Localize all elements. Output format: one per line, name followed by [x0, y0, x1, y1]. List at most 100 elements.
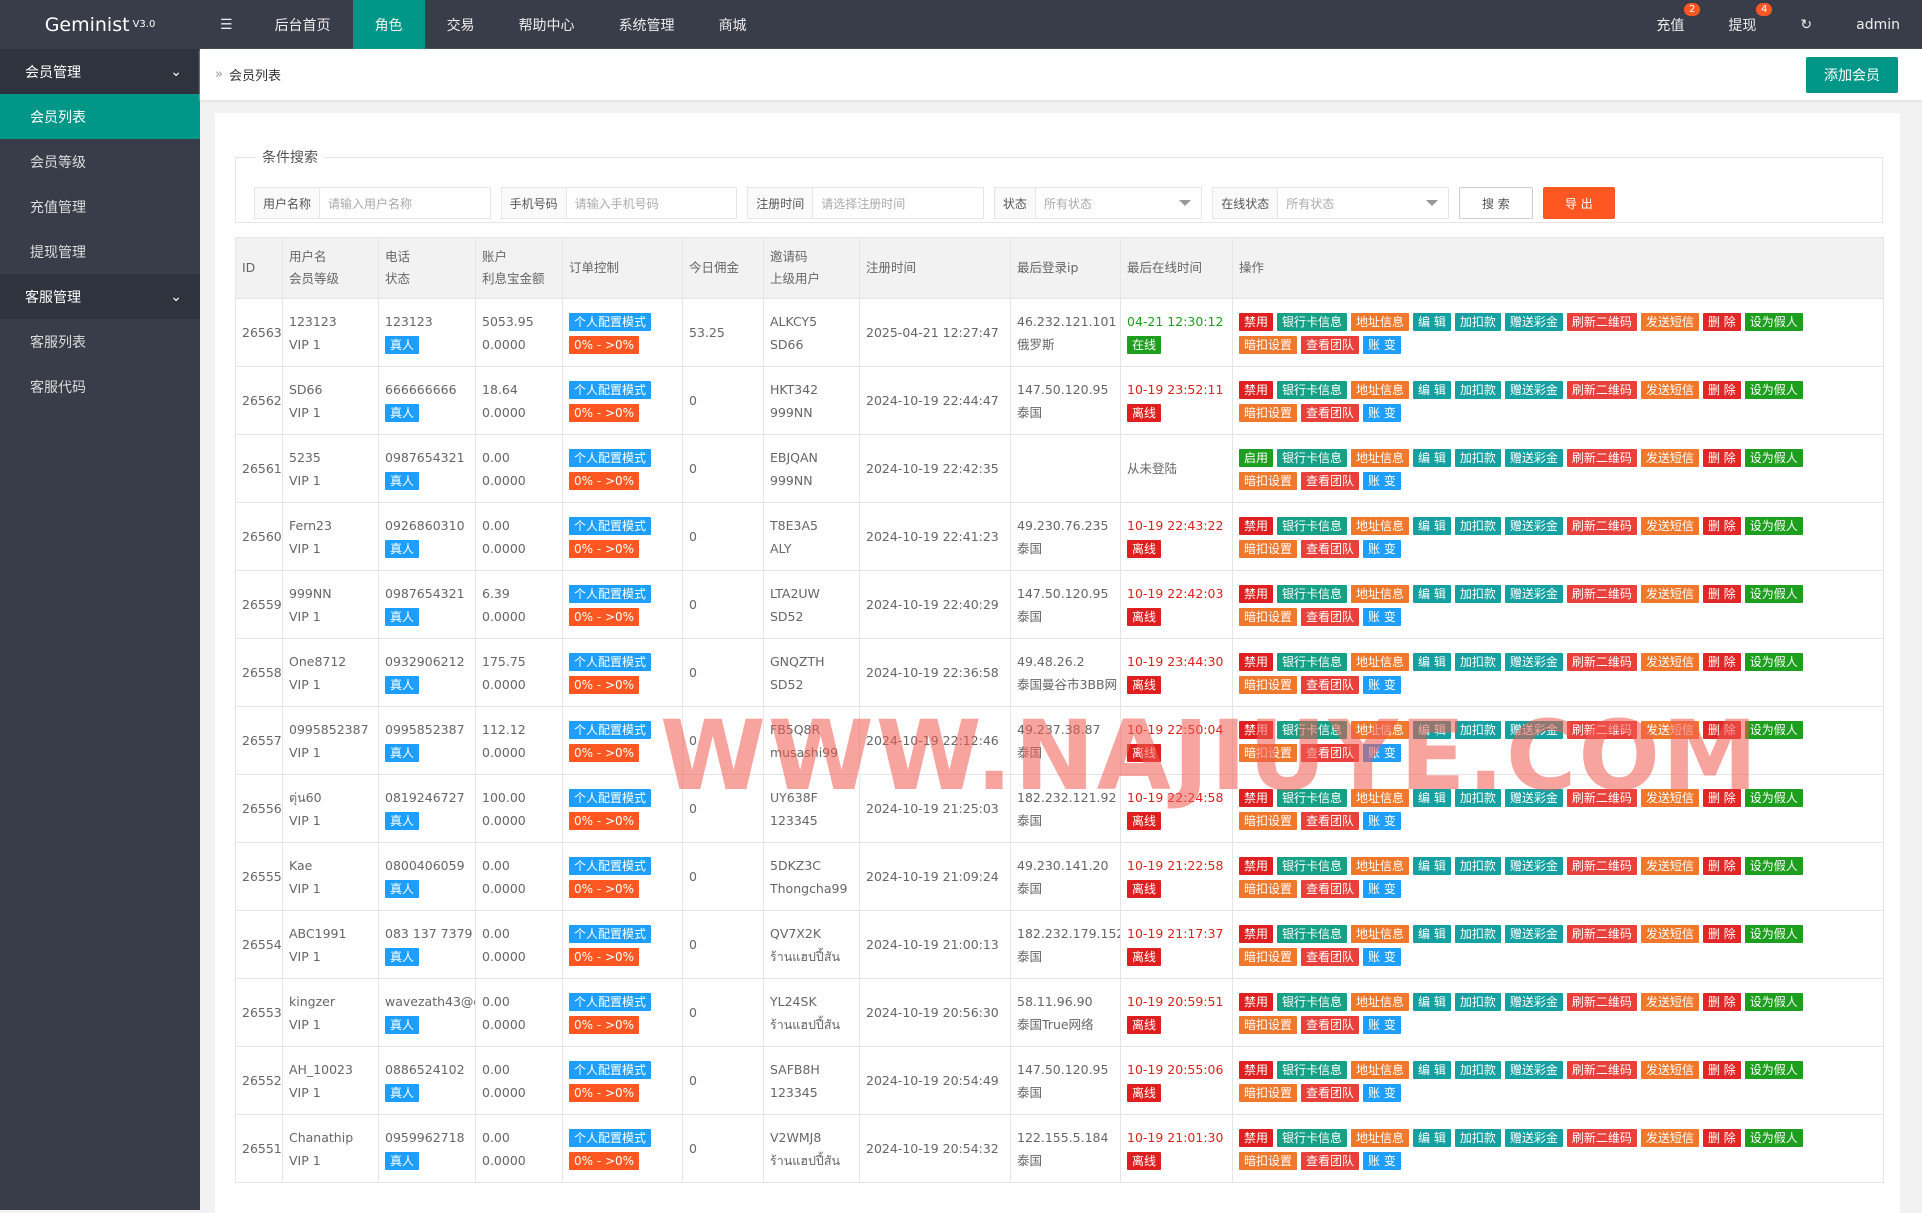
action-button[interactable]: 刷新二维码	[1566, 856, 1637, 875]
action-button[interactable]: 银行卡信息	[1277, 516, 1348, 535]
range-badge[interactable]: 0% - >0%	[569, 879, 640, 898]
field-input[interactable]: 请输入手机号码	[574, 196, 659, 211]
action-button[interactable]: 银行卡信息	[1277, 1060, 1348, 1079]
action-button[interactable]: 赠送彩金	[1504, 584, 1563, 603]
search-button[interactable]: 搜 索	[1458, 187, 1533, 219]
range-badge[interactable]: 0% - >0%	[569, 403, 640, 422]
action-button[interactable]: 加扣款	[1454, 448, 1501, 467]
mode-badge[interactable]: 个人配置模式	[569, 380, 652, 399]
field-input[interactable]: 所有状态	[1278, 188, 1448, 218]
action-button[interactable]: 账 变	[1363, 1083, 1401, 1102]
toggle-button[interactable]: 禁用	[1239, 652, 1274, 671]
range-badge[interactable]: 0% - >0%	[569, 811, 640, 830]
action-button[interactable]: 发送短信	[1640, 720, 1699, 739]
action-button[interactable]: 暗扣设置	[1239, 1083, 1298, 1102]
action-button[interactable]: 暗扣设置	[1239, 879, 1298, 898]
mode-badge[interactable]: 个人配置模式	[569, 856, 652, 875]
action-button[interactable]: 暗扣设置	[1239, 947, 1298, 966]
action-button[interactable]: 刷新二维码	[1566, 584, 1637, 603]
nav-item[interactable]: 商城	[718, 17, 747, 34]
action-button[interactable]: 账 变	[1363, 1015, 1401, 1034]
action-button[interactable]: 地址信息	[1351, 380, 1410, 399]
action-button[interactable]: 账 变	[1363, 403, 1401, 422]
refresh[interactable]: ↻	[1800, 16, 1813, 33]
mode-badge[interactable]: 个人配置模式	[569, 516, 652, 535]
action-button[interactable]: 账 变	[1363, 879, 1401, 898]
action-button[interactable]: 暗扣设置	[1239, 607, 1298, 626]
action-button[interactable]: 银行卡信息	[1277, 856, 1348, 875]
action-button[interactable]: 暗扣设置	[1239, 675, 1298, 694]
action-button[interactable]: 赠送彩金	[1504, 380, 1563, 399]
action-button[interactable]: 删 除	[1702, 1060, 1741, 1079]
mode-badge[interactable]: 个人配置模式	[569, 1060, 652, 1079]
range-badge[interactable]: 0% - >0%	[569, 1015, 640, 1034]
action-button[interactable]: 删 除	[1702, 720, 1741, 739]
action-button[interactable]: 删 除	[1702, 924, 1741, 943]
menu-toggle[interactable]: ☰	[220, 16, 233, 33]
action-button[interactable]: 加扣款	[1454, 720, 1501, 739]
action-button[interactable]: 发送短信	[1640, 652, 1699, 671]
toggle-button[interactable]: 禁用	[1239, 856, 1274, 875]
action-button[interactable]: 地址信息	[1351, 448, 1410, 467]
action-button[interactable]: 查看团队	[1301, 947, 1360, 966]
range-badge[interactable]: 0% - >0%	[569, 743, 640, 762]
menu-item[interactable]: 充值管理	[30, 199, 86, 216]
menu-item[interactable]: 会员等级	[30, 154, 86, 171]
action-button[interactable]: 地址信息	[1351, 516, 1410, 535]
action-button[interactable]: 查看团队	[1301, 675, 1360, 694]
action-button[interactable]: 设为假人	[1744, 380, 1803, 399]
action-button[interactable]: 删 除	[1702, 992, 1741, 1011]
nav-withdraw[interactable]: 提现 4	[1706, 0, 1778, 49]
toggle-button[interactable]: 启用	[1239, 448, 1274, 467]
action-button[interactable]: 账 变	[1363, 539, 1401, 558]
action-button[interactable]: 暗扣设置	[1239, 743, 1298, 762]
action-button[interactable]: 查看团队	[1301, 743, 1360, 762]
action-button[interactable]: 银行卡信息	[1277, 584, 1348, 603]
action-button[interactable]: 加扣款	[1454, 788, 1501, 807]
action-button[interactable]: 查看团队	[1301, 539, 1360, 558]
action-button[interactable]: 刷新二维码	[1566, 992, 1637, 1011]
field-input[interactable]: 请输入用户名称	[328, 196, 413, 211]
action-button[interactable]: 加扣款	[1454, 1128, 1501, 1147]
action-button[interactable]: 赠送彩金	[1504, 856, 1563, 875]
action-button[interactable]: 发送短信	[1640, 992, 1699, 1011]
action-button[interactable]: 赠送彩金	[1504, 1060, 1563, 1079]
menu-group[interactable]: 客服管理 ⌄	[0, 274, 200, 319]
nav-item[interactable]: 帮助中心	[518, 17, 575, 34]
range-badge[interactable]: 0% - >0%	[569, 675, 640, 694]
toggle-button[interactable]: 禁用	[1239, 584, 1274, 603]
menu-item[interactable]: 客服列表	[30, 334, 86, 351]
action-button[interactable]: 发送短信	[1640, 584, 1699, 603]
action-button[interactable]: 编 辑	[1413, 312, 1451, 331]
action-button[interactable]: 编 辑	[1413, 652, 1451, 671]
action-button[interactable]: 发送短信	[1640, 516, 1699, 535]
action-button[interactable]: 编 辑	[1413, 516, 1451, 535]
mode-badge[interactable]: 个人配置模式	[569, 652, 652, 671]
action-button[interactable]: 发送短信	[1640, 312, 1699, 331]
nav-item[interactable]: 角色	[352, 0, 425, 49]
action-button[interactable]: 地址信息	[1351, 1128, 1410, 1147]
action-button[interactable]: 暗扣设置	[1239, 335, 1298, 354]
action-button[interactable]: 地址信息	[1351, 788, 1410, 807]
action-button[interactable]: 编 辑	[1413, 1128, 1451, 1147]
action-button[interactable]: 查看团队	[1301, 811, 1360, 830]
toggle-button[interactable]: 禁用	[1239, 992, 1274, 1011]
action-button[interactable]: 查看团队	[1301, 471, 1360, 490]
action-button[interactable]: 赠送彩金	[1504, 516, 1563, 535]
action-button[interactable]: 账 变	[1363, 471, 1401, 490]
action-button[interactable]: 编 辑	[1413, 924, 1451, 943]
action-button[interactable]: 刷新二维码	[1566, 652, 1637, 671]
action-button[interactable]: 银行卡信息	[1277, 1128, 1348, 1147]
action-button[interactable]: 赠送彩金	[1504, 1128, 1563, 1147]
action-button[interactable]: 刷新二维码	[1566, 788, 1637, 807]
mode-badge[interactable]: 个人配置模式	[569, 312, 652, 331]
action-button[interactable]: 设为假人	[1744, 788, 1803, 807]
action-button[interactable]: 发送短信	[1640, 856, 1699, 875]
action-button[interactable]: 暗扣设置	[1239, 471, 1298, 490]
action-button[interactable]: 设为假人	[1744, 516, 1803, 535]
action-button[interactable]: 发送短信	[1640, 924, 1699, 943]
search-field[interactable]: 在线状态 所有状态	[1212, 187, 1449, 219]
user-menu[interactable]: admin	[1856, 16, 1900, 33]
action-button[interactable]: 查看团队	[1301, 879, 1360, 898]
nav-recharge[interactable]: 充值 2	[1634, 0, 1706, 49]
